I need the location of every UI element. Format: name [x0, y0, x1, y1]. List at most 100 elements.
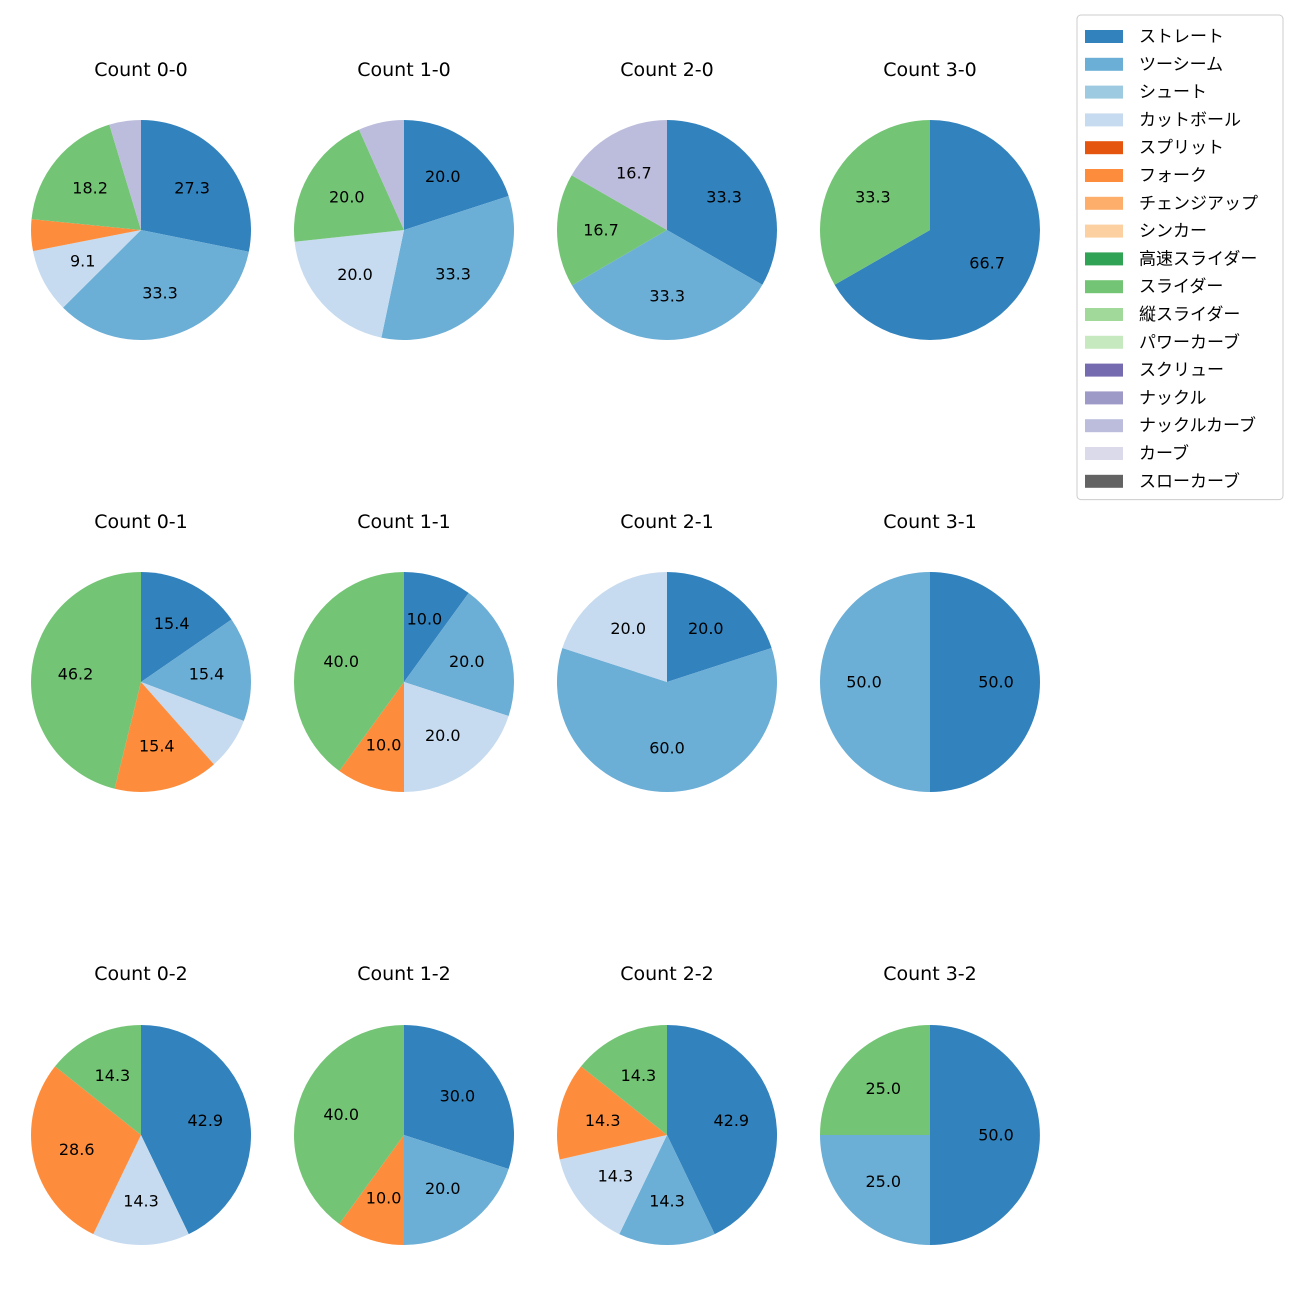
slice-label: 14.3 — [95, 1066, 131, 1085]
legend-label: シンカー — [1139, 222, 1207, 242]
legend-swatch — [1085, 169, 1123, 182]
slice-label: 28.6 — [59, 1140, 95, 1159]
slice-label: 10.0 — [407, 610, 443, 629]
legend-swatch — [1085, 447, 1123, 460]
pie-slice — [31, 1066, 141, 1235]
legend-swatch — [1085, 335, 1123, 349]
pie-slice — [820, 1135, 930, 1245]
legend-item: スプリット — [1085, 138, 1224, 158]
pie-title: Count 0-2 — [94, 963, 188, 985]
slice-label: 33.3 — [142, 284, 178, 303]
legend-label: ナックルカーブ — [1139, 415, 1256, 436]
pie-5: Count 0-1 15.4 15.4 15.4 46.2 — [31, 511, 252, 792]
slice-label: 20.0 — [425, 167, 461, 186]
pie-slice — [114, 682, 214, 792]
pie-title: Count 1-0 — [357, 59, 451, 81]
pie-slice — [404, 572, 469, 682]
legend-label: 縦スライダー — [1139, 305, 1240, 325]
pie-slice — [556, 175, 667, 286]
legend-item: カーブ — [1085, 443, 1189, 464]
pie-slice — [31, 219, 141, 252]
slice-label: 20.0 — [688, 619, 724, 638]
slice-label: 46.2 — [58, 665, 94, 684]
slice-label: 50.0 — [978, 673, 1014, 692]
legend-swatch — [1085, 141, 1123, 155]
slice-label: 40.0 — [323, 652, 359, 671]
slice-label: 33.3 — [435, 265, 471, 284]
pie-title: Count 3-2 — [883, 963, 977, 985]
legend-swatch — [1085, 363, 1123, 377]
legend-label: ストレート — [1139, 27, 1224, 47]
slice-label: 42.9 — [713, 1111, 749, 1130]
slice-label: 60.0 — [649, 739, 685, 758]
slice-label: 14.3 — [598, 1167, 634, 1186]
pie-slice — [571, 120, 667, 230]
pie-12: Count 3-2 50.0 25.0 25.0 — [820, 963, 1040, 1245]
pie-slice — [339, 682, 404, 792]
pie-slice — [31, 124, 141, 230]
legend-label: スプリット — [1139, 138, 1224, 158]
pie-slice — [667, 572, 772, 682]
pie-2: Count 1-0 20.0 33.3 20.0 20.0 — [294, 59, 515, 340]
pie-slice — [293, 572, 404, 771]
legend-label: スローカーブ — [1139, 471, 1240, 492]
pie-9: Count 0-2 42.9 14.3 28.6 14.3 — [31, 963, 252, 1246]
slice-label: 16.7 — [583, 221, 619, 240]
slice-label: 14.3 — [621, 1066, 657, 1085]
slice-label: 25.0 — [865, 1079, 901, 1098]
legend-label: フォーク — [1139, 166, 1207, 186]
legend-item: シンカー — [1085, 222, 1207, 242]
pie-slice — [820, 1025, 930, 1135]
legend-swatch — [1085, 474, 1123, 488]
pie-7: Count 2-1 20.0 60.0 20.0 — [557, 511, 777, 792]
legend-item: パワーカーブ — [1085, 332, 1240, 353]
pie-slice — [557, 1066, 667, 1160]
legend-swatch — [1085, 113, 1123, 127]
slice-label: 40.0 — [323, 1105, 359, 1124]
slice-label: 15.4 — [154, 614, 190, 633]
pie-10: Count 1-2 30.0 20.0 10.0 40.0 — [293, 963, 515, 1245]
pie-11: Count 2-2 42.9 14.3 14.3 14.3 14.3 — [557, 963, 778, 1246]
pie-slice — [667, 120, 778, 285]
legend-swatch — [1085, 224, 1123, 238]
pie-title: Count 2-0 — [620, 59, 714, 81]
legend-item: スクリュー — [1085, 361, 1224, 381]
pie-slice — [404, 1025, 515, 1169]
slice-label: 20.0 — [610, 619, 646, 638]
legend-item: 縦スライダー — [1085, 305, 1240, 325]
slice-label: 15.4 — [189, 665, 225, 684]
slice-label: 20.0 — [329, 188, 365, 207]
legend-label: チェンジアップ — [1139, 194, 1258, 214]
pie-slice — [141, 1025, 252, 1235]
legend-swatch — [1085, 252, 1123, 266]
slice-label: 16.7 — [616, 163, 652, 182]
legend-label: スクリュー — [1139, 361, 1224, 381]
slice-label: 50.0 — [978, 1126, 1014, 1145]
pie-4: Count 3-0 66.7 33.3 — [819, 59, 1040, 340]
pie-slice — [571, 230, 763, 341]
legend-swatch — [1085, 308, 1123, 321]
legend-swatch — [1085, 85, 1123, 99]
legend-swatch — [1085, 280, 1123, 294]
pie-3: Count 2-0 33.3 33.3 16.7 16.7 — [556, 59, 778, 341]
legend-label: カットボール — [1139, 110, 1241, 130]
slice-label: 14.3 — [585, 1111, 621, 1130]
legend-label: ツーシーム — [1139, 55, 1223, 75]
pie-slice — [63, 230, 249, 340]
pie-slice — [339, 1135, 404, 1245]
pie-title: Count 3-1 — [883, 511, 977, 533]
pie-slice — [55, 1025, 141, 1135]
pie-slice — [294, 230, 404, 338]
legend-item: チェンジアップ — [1085, 194, 1258, 214]
pie-slice — [619, 1135, 715, 1246]
pie-slice — [820, 572, 930, 792]
legend-swatch — [1085, 391, 1123, 405]
pie-slice — [33, 230, 141, 308]
pie-title: Count 2-2 — [620, 963, 714, 985]
slice-label: 20.0 — [449, 652, 485, 671]
legend-swatch — [1085, 419, 1123, 433]
pie-slice — [559, 1135, 667, 1235]
pie-slice — [141, 572, 232, 682]
pie-slice — [581, 1025, 667, 1135]
